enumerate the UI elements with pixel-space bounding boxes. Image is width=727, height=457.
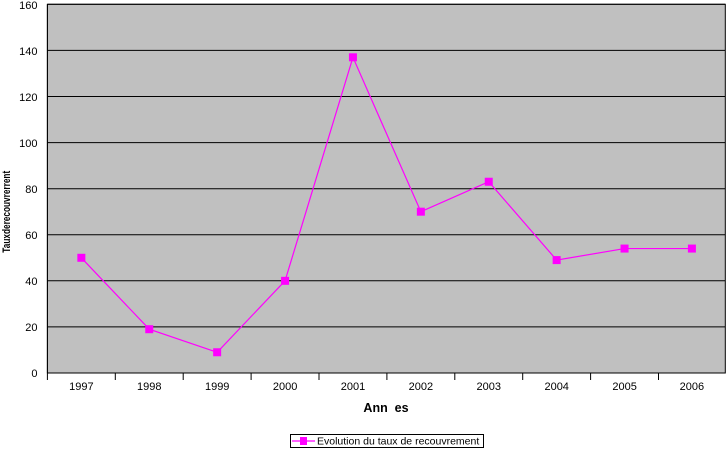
svg-text:Tauxderecouvrerrent: Tauxderecouvrerrent xyxy=(1,170,13,253)
svg-text:20: 20 xyxy=(25,322,37,334)
svg-text:2002: 2002 xyxy=(409,381,433,393)
svg-text:1999: 1999 xyxy=(205,381,229,393)
svg-text:100: 100 xyxy=(19,138,37,150)
svg-text:2005: 2005 xyxy=(612,381,636,393)
svg-text:2001: 2001 xyxy=(341,381,365,393)
svg-text:60: 60 xyxy=(25,230,37,242)
svg-text:2006: 2006 xyxy=(680,381,704,393)
svg-text:Ann es: Ann es xyxy=(363,401,408,415)
svg-text:120: 120 xyxy=(19,92,37,104)
svg-text:2004: 2004 xyxy=(544,381,568,393)
svg-text:2003: 2003 xyxy=(477,381,501,393)
svg-text:0: 0 xyxy=(31,368,37,380)
svg-text:1998: 1998 xyxy=(137,381,161,393)
svg-text:80: 80 xyxy=(25,184,37,196)
svg-text:40: 40 xyxy=(25,276,37,288)
svg-text:1997: 1997 xyxy=(69,381,93,393)
svg-text:Evolution du taux de recouvrem: Evolution du taux de recouvrement xyxy=(317,436,479,448)
svg-text:140: 140 xyxy=(19,46,37,58)
svg-text:160: 160 xyxy=(19,0,37,12)
svg-text:2000: 2000 xyxy=(273,381,297,393)
